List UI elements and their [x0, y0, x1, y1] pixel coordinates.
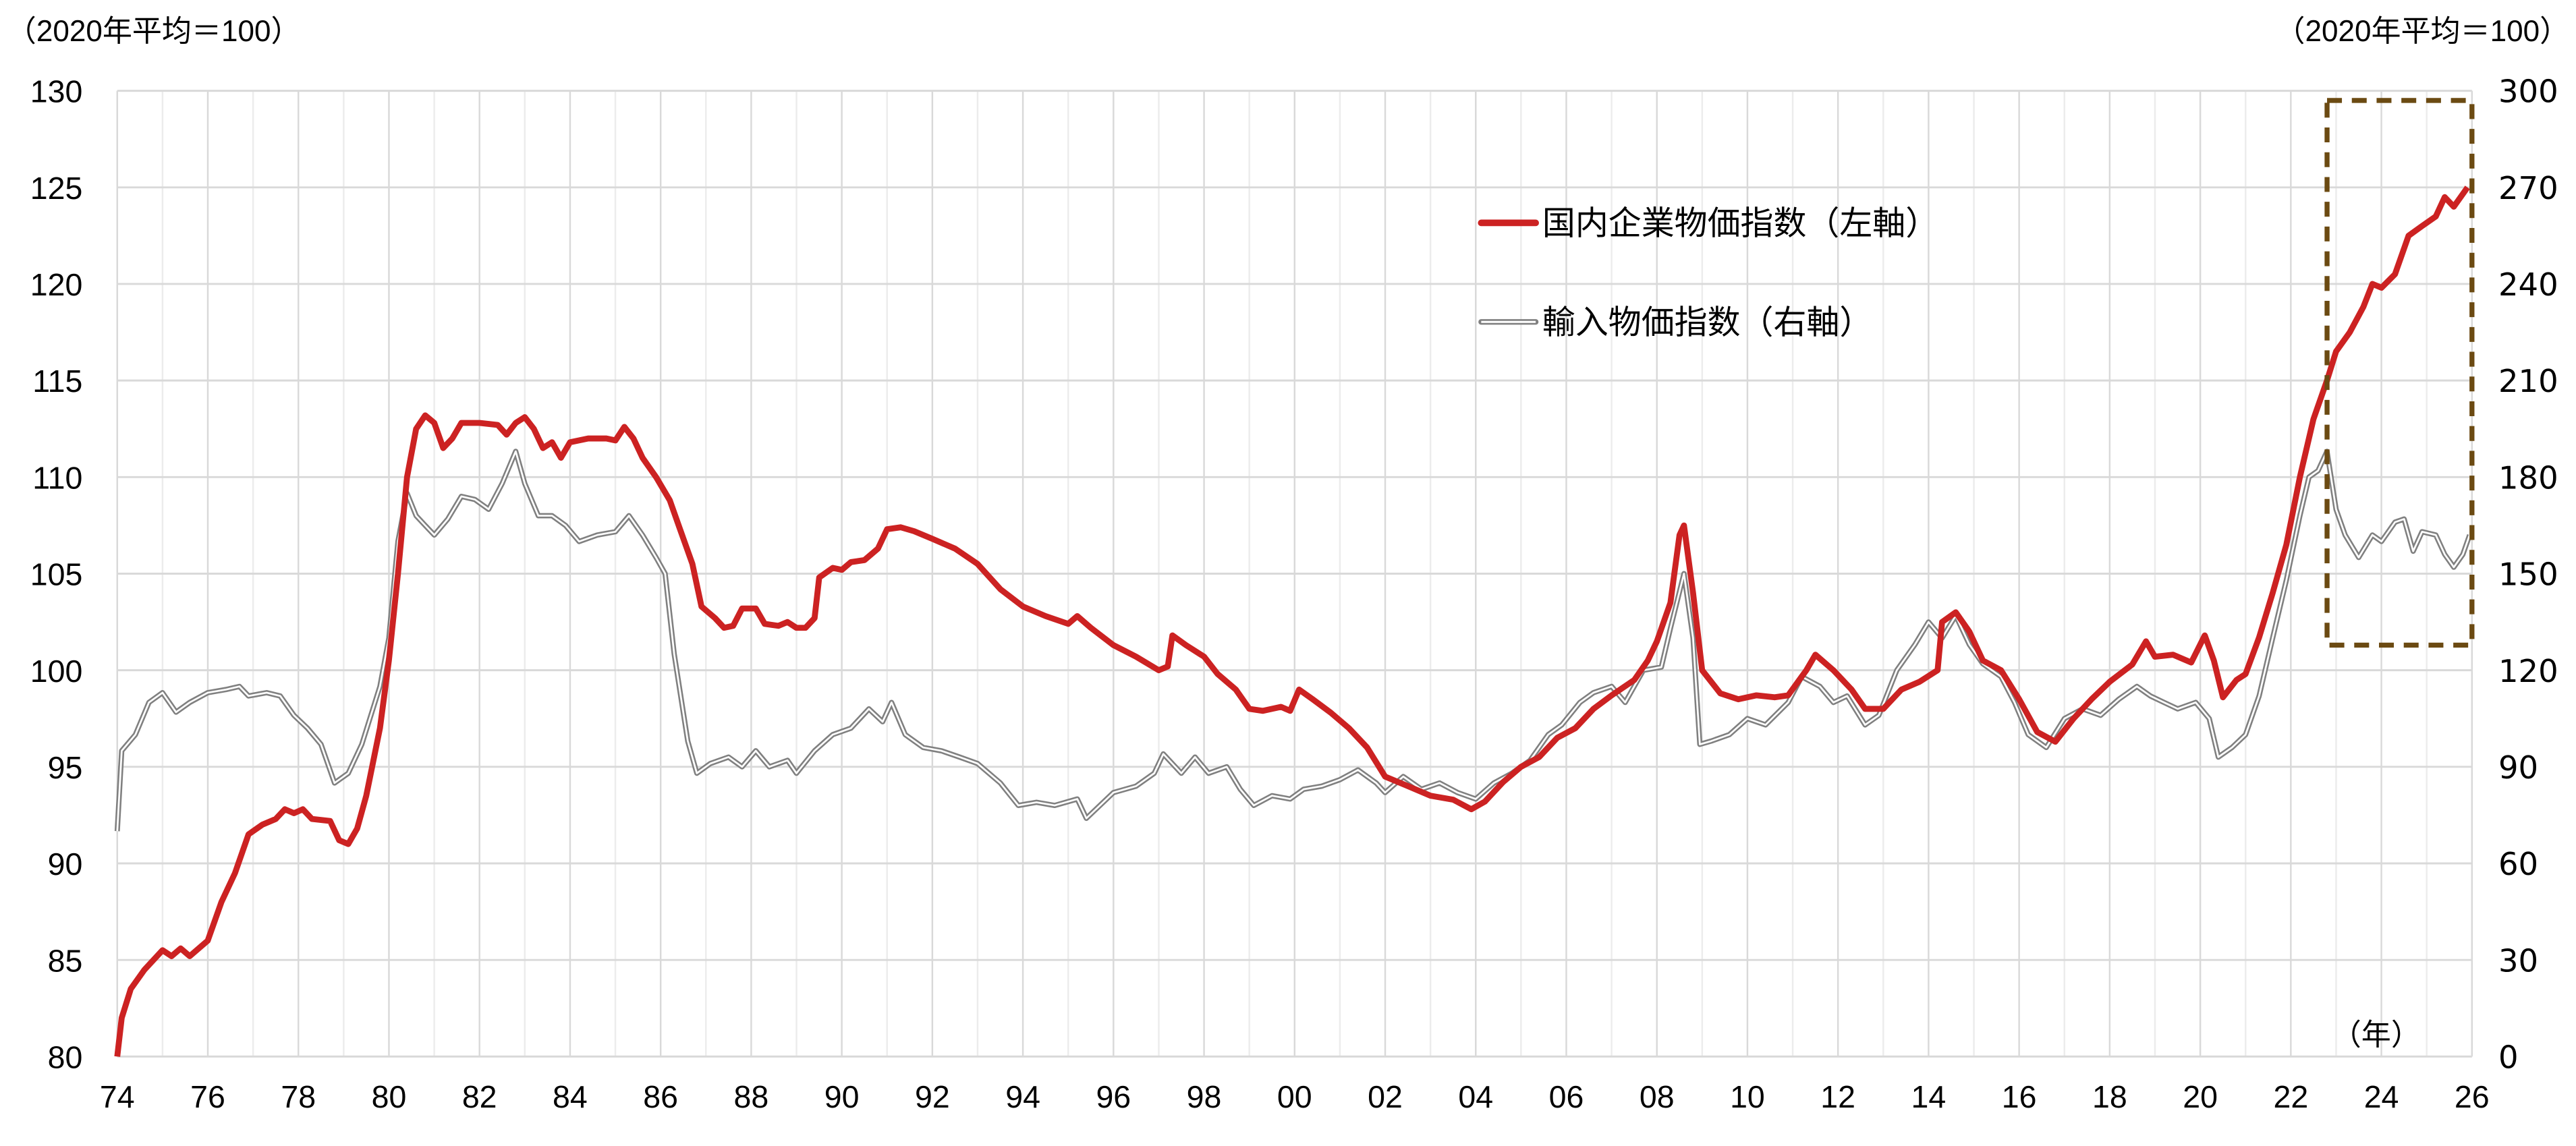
x-tick-label: 22 — [2273, 1079, 2308, 1114]
x-tick-label: 92 — [915, 1079, 950, 1114]
y-right-tick-label: 300 — [2498, 74, 2558, 110]
x-tick-label: 00 — [1277, 1079, 1312, 1114]
y-right-tick-label: 30 — [2498, 942, 2538, 979]
x-tick-label: 96 — [1096, 1079, 1131, 1114]
domestic-price-line — [114, 185, 2470, 1057]
y-left-tick-label: 80 — [48, 1039, 83, 1075]
y-left-tick-label: 95 — [48, 750, 83, 785]
right-axis-unit: （2020年平均＝100） — [2275, 15, 2569, 48]
x-tick-label: 20 — [2183, 1079, 2218, 1114]
x-tick-label: 86 — [643, 1079, 678, 1114]
y-right-tick-label: 150 — [2498, 556, 2558, 593]
x-tick-label: 12 — [1820, 1079, 1855, 1114]
import-price-line — [114, 449, 2473, 832]
import-price-line-inner — [116, 450, 2471, 832]
x-tick-label: 14 — [1911, 1079, 1947, 1114]
x-tick-label: 88 — [734, 1079, 769, 1114]
x-tick-label: 04 — [1458, 1079, 1493, 1114]
y-left-tick-label: 125 — [30, 171, 83, 206]
x-tick-label: 76 — [190, 1079, 225, 1114]
y-right-tick-label: 240 — [2498, 266, 2558, 303]
x-tick-label: 80 — [372, 1079, 407, 1114]
y-right-tick-label: 60 — [2498, 846, 2538, 882]
y-left-tick-label: 130 — [30, 74, 83, 109]
x-tick-label: 24 — [2364, 1079, 2399, 1114]
x-tick-label: 94 — [1005, 1079, 1040, 1114]
y-left-tick-label: 100 — [30, 654, 83, 689]
legend: 国内企業物価指数（左軸） 輸入物価指数（右軸） — [1478, 206, 1938, 341]
x-tick-label: 84 — [553, 1079, 588, 1114]
y-right-tick-label: 210 — [2498, 363, 2558, 399]
x-tick-label: 78 — [281, 1079, 316, 1114]
x-tick-label: 08 — [1640, 1079, 1675, 1114]
x-tick-label: 98 — [1187, 1079, 1222, 1114]
x-tick-label: 26 — [2455, 1079, 2490, 1114]
x-tick-label: 18 — [2092, 1079, 2127, 1114]
y-left-tick-label: 110 — [32, 460, 82, 495]
x-axis-unit: （年） — [2332, 1019, 2421, 1052]
y-right-tick-label: 90 — [2498, 749, 2538, 786]
y-right-tick-label: 270 — [2498, 170, 2558, 206]
y-right-tick-label: 120 — [2498, 653, 2558, 689]
y-right-tick-label: 180 — [2498, 459, 2558, 496]
x-tick-label: 16 — [2002, 1079, 2037, 1114]
legend-label-import: 輸入物価指数（右軸） — [1542, 304, 1872, 341]
x-tick-label: 82 — [462, 1079, 497, 1114]
legend-label-domestic: 国内企業物価指数（左軸） — [1542, 206, 1938, 242]
y-left-tick-label: 85 — [48, 943, 83, 978]
grid — [116, 90, 2473, 1058]
x-tick-label: 06 — [1549, 1079, 1584, 1114]
y-right-tick-label: 0 — [2498, 1039, 2519, 1075]
left-axis-unit: （2020年平均＝100） — [7, 15, 301, 48]
tick-labels: 80 85 90 95 100 105 110 115 120 125 130 0 30 60 90 120 1… — [30, 74, 2558, 1114]
x-tick-label: 90 — [824, 1079, 860, 1114]
x-tick-label: 74 — [100, 1079, 135, 1114]
y-left-tick-label: 120 — [30, 267, 83, 302]
y-left-tick-label: 105 — [30, 557, 83, 592]
x-tick-label: 02 — [1368, 1079, 1403, 1114]
series-layer — [114, 185, 2473, 1057]
y-left-tick-label: 90 — [48, 847, 83, 882]
y-left-tick-label: 115 — [32, 364, 82, 399]
x-tick-label: 10 — [1730, 1079, 1765, 1114]
